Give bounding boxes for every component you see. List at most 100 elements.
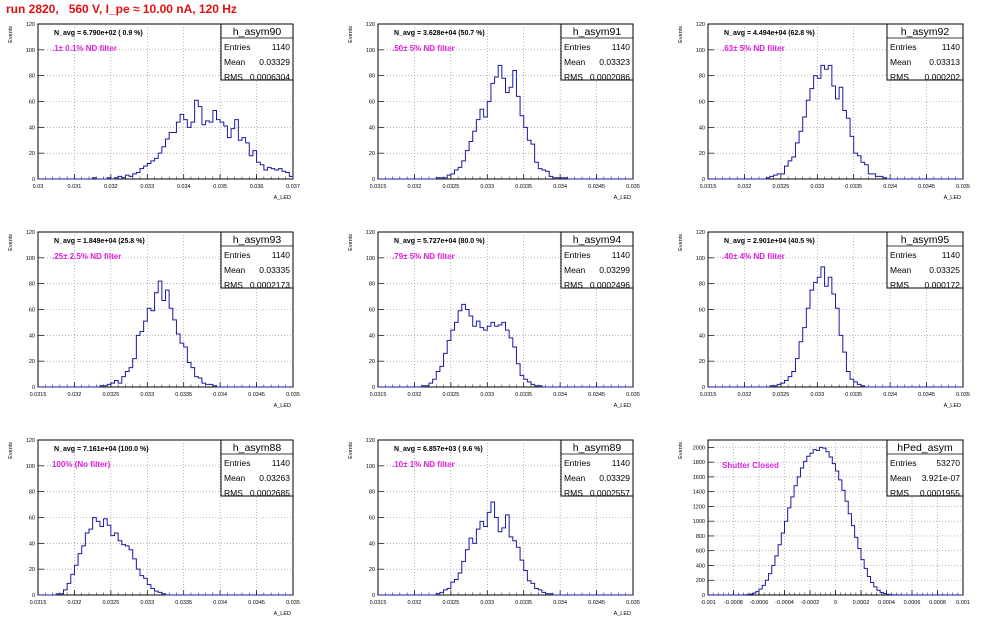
x-tick-label: 0.035: [956, 184, 970, 190]
y-axis-label: Events: [8, 26, 14, 43]
x-tick-label: 0.034: [883, 392, 897, 398]
filter-note: .79± 5% ND filter: [392, 252, 455, 261]
stats-rms-label: RMS: [564, 72, 583, 82]
x-tick-label: 0.033: [810, 392, 824, 398]
stats-entries-label: Entries: [890, 250, 916, 260]
stats-mean-label: Mean: [890, 473, 912, 483]
navg-label: N_avg = 3.628e+04 (50.7 %): [394, 30, 485, 37]
x-tick-label: 0.0335: [175, 600, 192, 606]
stats-rms-value: 0.000202: [925, 72, 961, 82]
stats-entries-value: 1140: [272, 458, 291, 468]
stats-rms-value: 0.0006304: [250, 72, 290, 82]
x-tick-label: 0.031: [68, 184, 82, 190]
histogram-outline: [708, 446, 963, 596]
histogram-outline: [38, 280, 293, 388]
stats-rms-value: 0.0002496: [590, 280, 630, 290]
y-tick-label: 0: [702, 385, 705, 391]
x-tick-label: 0.001: [956, 600, 970, 606]
x-tick-label: 0.0325: [442, 392, 459, 398]
stats-entries-value: 1140: [612, 458, 631, 468]
stats-entries-label: Entries: [564, 458, 590, 468]
stats-box: [220, 23, 294, 81]
y-axis-label: Events: [8, 442, 14, 459]
y-tick-label: 120: [26, 230, 35, 236]
stats-entries-value: 53270: [936, 458, 960, 468]
filter-note: Shutter Closed: [722, 461, 779, 470]
histogram-panel-hPed_asym: -0.001 -0.0008 -0.0006 -0.0004 -0.0002 0 0.000…: [678, 439, 970, 606]
histogram-panel-h_asym89: 0.0315 0.032 0.0325 0.033 0.0335 0.034 0.0345 0…: [348, 438, 640, 617]
histogram-name: h_asym90: [233, 26, 282, 38]
histogram-name: h_asym93: [233, 234, 282, 246]
stats-mean-label: Mean: [890, 57, 912, 67]
x-axis-label: A_LED: [944, 403, 961, 409]
x-tick-label: -0.0008: [724, 600, 743, 606]
stats-entries-label: Entries: [890, 42, 916, 52]
x-tick-label: 0.035: [286, 392, 300, 398]
x-tick-label: 0.0006: [904, 600, 921, 606]
histogram-outline: [378, 501, 633, 596]
y-tick-label: 60: [369, 308, 375, 314]
stats-mean-value: 0.03335: [259, 265, 290, 275]
y-tick-label: 100: [26, 48, 35, 54]
stats-rms-label: RMS: [890, 488, 909, 498]
x-tick-label: 0.034: [213, 392, 227, 398]
stats-entries-label: Entries: [564, 250, 590, 260]
y-tick-label: 120: [366, 230, 375, 236]
x-tick-label: 0.0315: [700, 184, 717, 190]
y-tick-label: 0: [702, 593, 705, 599]
histogram-outline: [708, 64, 963, 180]
navg-label: N_avg = 7.161e+04 (100.0 %): [54, 446, 149, 453]
y-tick-label: 100: [366, 256, 375, 262]
stats-entries-value: 1140: [612, 42, 631, 52]
y-tick-label: 600: [696, 549, 705, 555]
y-tick-label: 20: [699, 359, 705, 365]
y-tick-label: 20: [29, 151, 35, 157]
y-tick-label: 20: [29, 567, 35, 573]
x-tick-label: 0.0345: [588, 184, 605, 190]
stats-rms-label: RMS: [224, 280, 243, 290]
y-tick-label: 100: [26, 464, 35, 470]
x-tick-label: 0.0335: [515, 184, 532, 190]
y-tick-label: 1200: [693, 504, 705, 510]
stats-rms-label: RMS: [890, 72, 909, 82]
stats-entries-label: Entries: [224, 250, 250, 260]
stats-mean-value: 0.03313: [929, 57, 960, 67]
filter-note: 100% (No filter): [52, 460, 111, 469]
y-tick-label: 40: [29, 541, 35, 547]
x-tick-label: 0.034: [883, 184, 897, 190]
stats-entries-label: Entries: [224, 458, 250, 468]
run-title: run 2820, 560 V, I_pe ≈ 10.00 nA, 120 Hz: [6, 2, 237, 16]
x-tick-label: 0.0335: [515, 392, 532, 398]
filter-note: .50± 5% ND filter: [392, 44, 455, 53]
navg-label: N_avg = 2.901e+04 (40.5 %): [724, 238, 815, 245]
stats-rms-label: RMS: [890, 280, 909, 290]
stats-mean-label: Mean: [564, 473, 586, 483]
filter-note: .25± 2.5% ND filter: [52, 252, 121, 261]
y-tick-label: 80: [29, 490, 35, 496]
y-tick-label: 400: [696, 563, 705, 569]
stats-rms-value: 0.0002557: [590, 488, 630, 498]
filter-note: .10± 1% ND filter: [392, 460, 455, 469]
navg-label: N_avg = 6.790e+02 ( 0.9 %): [54, 30, 143, 37]
y-tick-label: 80: [369, 282, 375, 288]
x-tick-label: 0.037: [286, 184, 300, 190]
y-tick-label: 20: [699, 151, 705, 157]
y-tick-label: 80: [29, 74, 35, 80]
x-tick-label: 0.0335: [845, 184, 862, 190]
x-tick-label: 0.034: [553, 184, 567, 190]
x-tick-label: 0.0345: [248, 600, 265, 606]
stats-mean-label: Mean: [890, 265, 912, 275]
y-tick-label: 0: [372, 593, 375, 599]
y-tick-label: 100: [366, 48, 375, 54]
histogram-name: hPed_asym: [897, 442, 953, 454]
stats-rms-label: RMS: [224, 72, 243, 82]
stats-rms-value: 0.000172: [925, 280, 961, 290]
x-tick-label: 0.035: [626, 184, 640, 190]
x-tick-label: 0.034: [177, 184, 191, 190]
stats-mean-value: 0.03299: [599, 265, 630, 275]
stats-rms-label: RMS: [564, 280, 583, 290]
y-tick-label: 20: [369, 567, 375, 573]
histogram-outline: [378, 303, 633, 388]
x-tick-label: 0.033: [480, 392, 494, 398]
y-axis-label: Events: [678, 26, 684, 43]
